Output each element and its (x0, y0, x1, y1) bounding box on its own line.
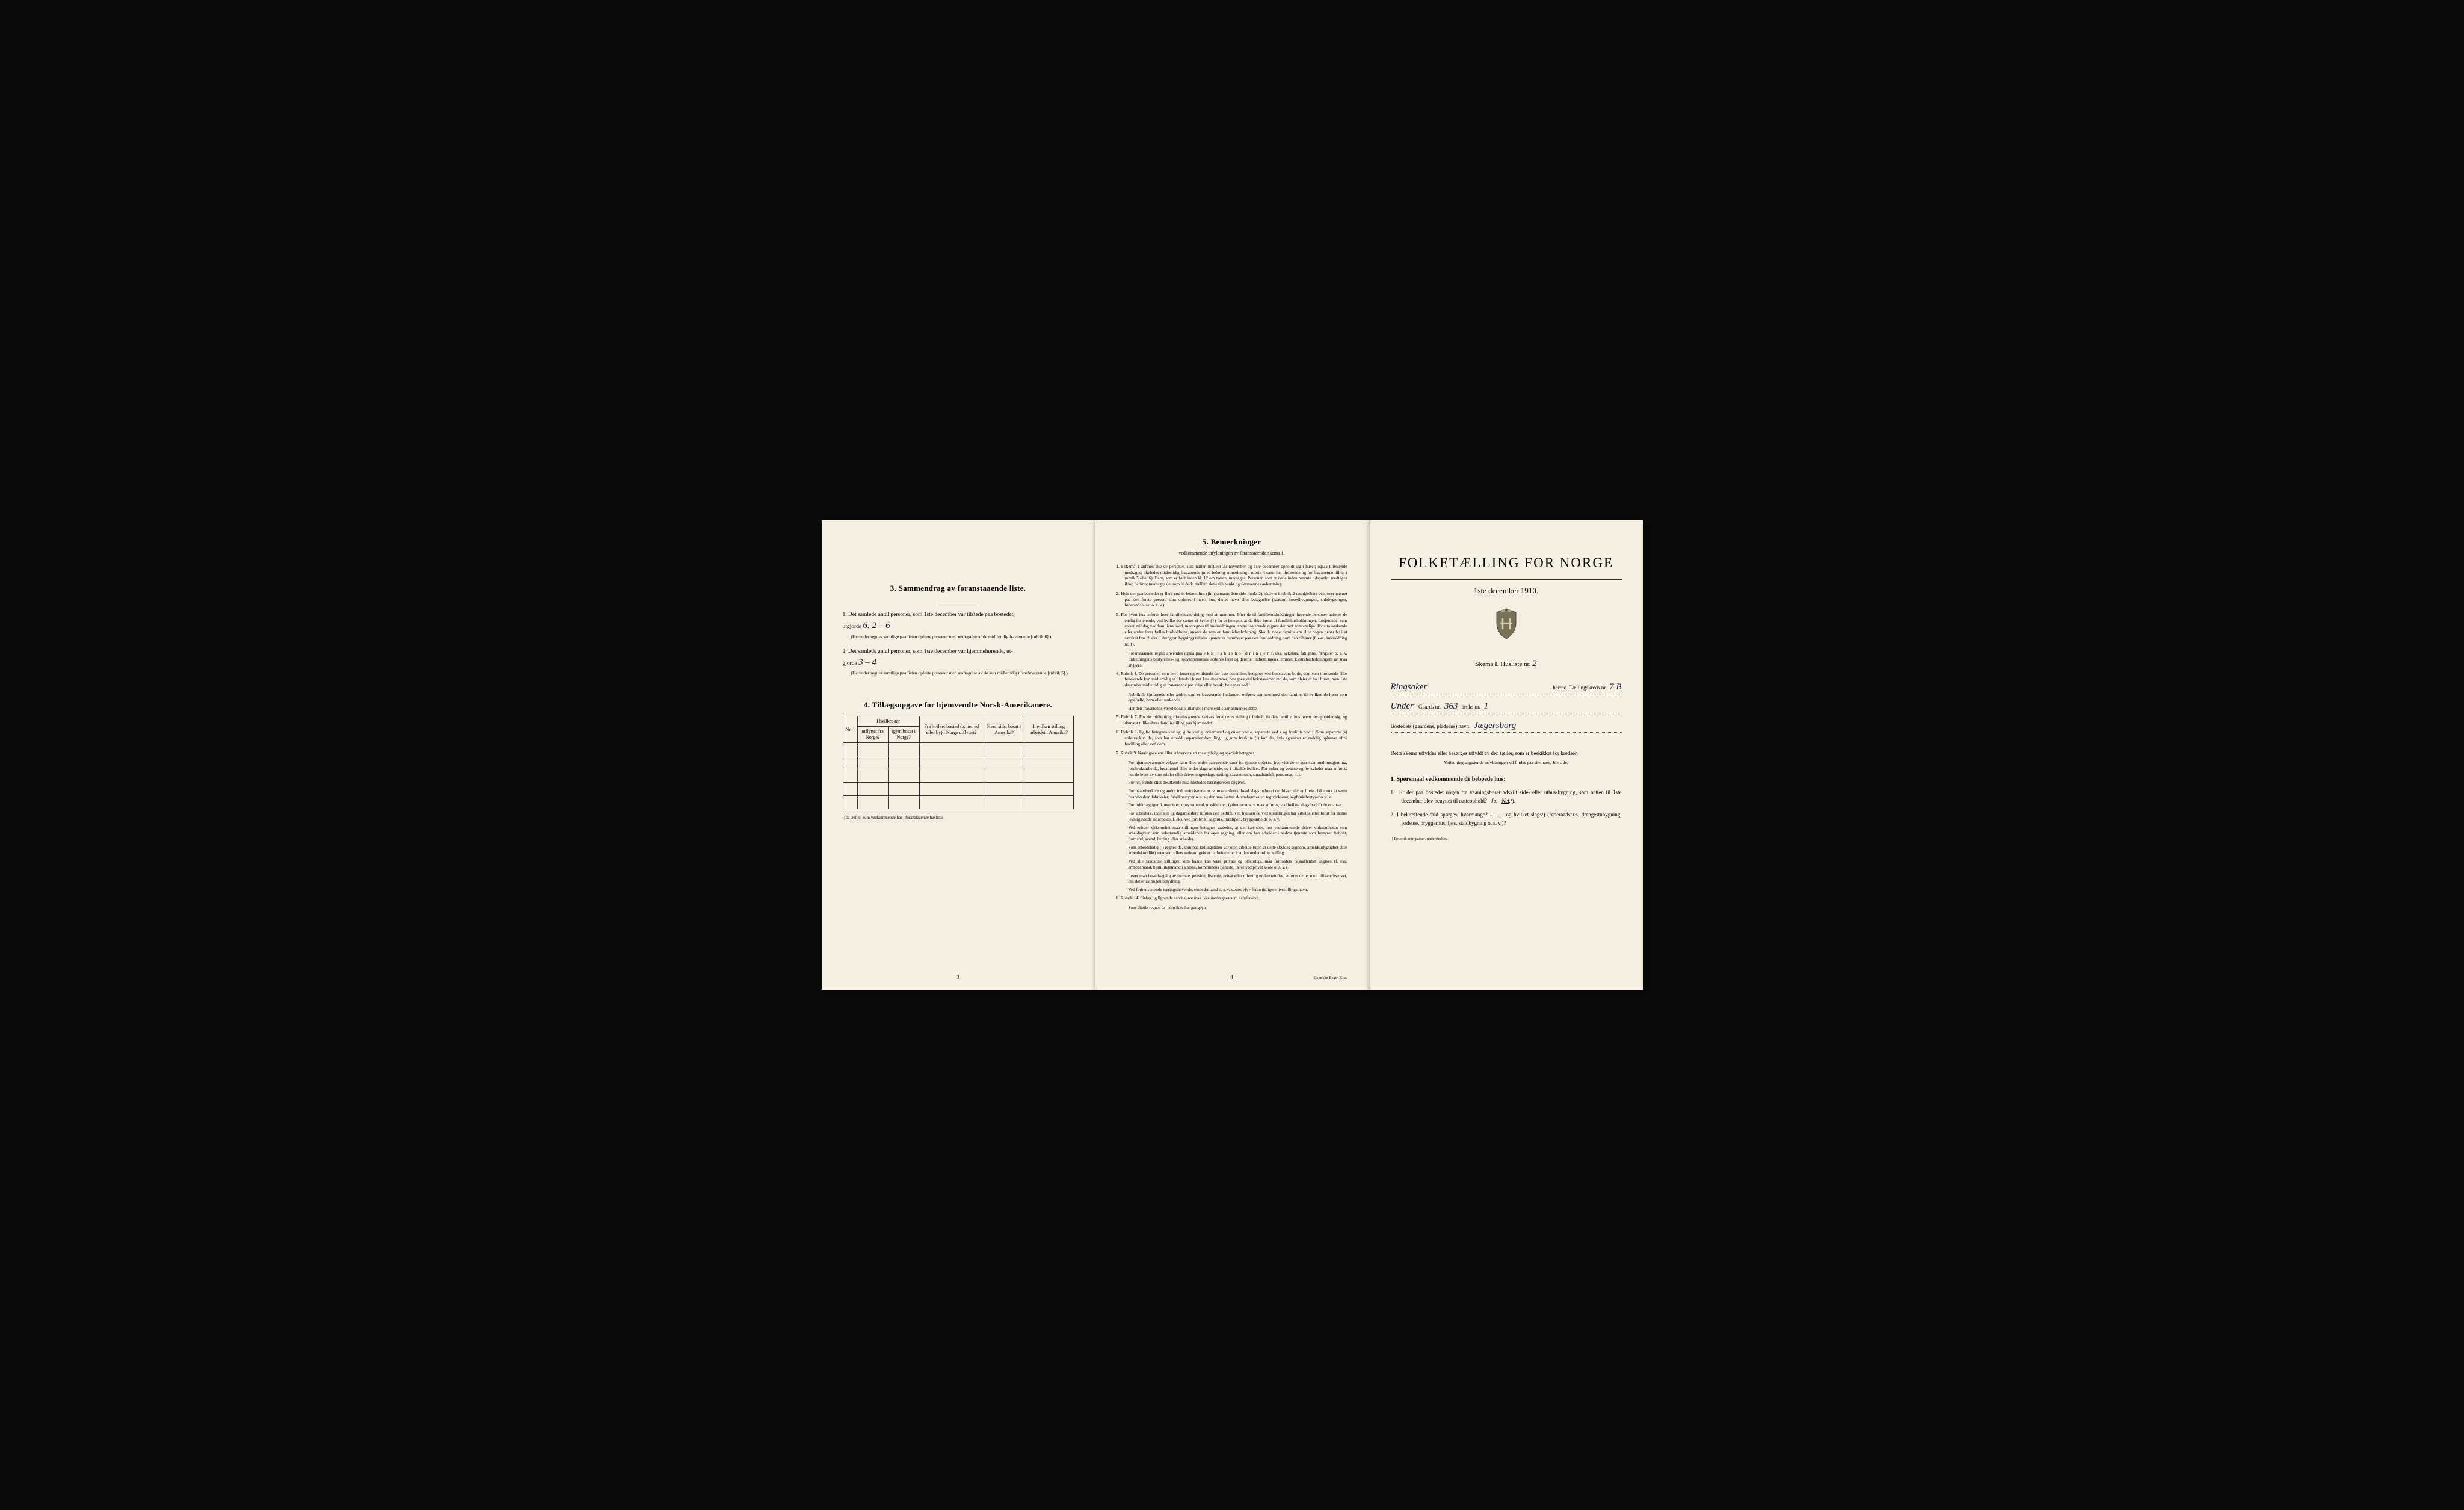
remark-7-sub1: For hjemmeværende voksne barn eller andr… (1116, 760, 1348, 778)
cover-footnote: ¹) Det ord, som passer, understrekes. (1391, 837, 1622, 841)
remark-7-sub6: Ved enhver virksomhet maa stillingen bet… (1116, 825, 1348, 843)
table-row (843, 743, 1073, 756)
remark-7-sub8: Ved alle saadanne stillinger, som baade … (1116, 859, 1348, 871)
section-4-title: 4. Tillægsopgave for hjemvendte Norsk-Am… (843, 700, 1074, 710)
remark-7-sub2: For losjerende eller besøkende maa likel… (1116, 780, 1348, 786)
remark-5: 5. Rubrik 7. For de midlertidig tilstede… (1116, 715, 1348, 726)
remark-7-sub10: Ved forhenværende næringsdrivende, embed… (1116, 887, 1348, 893)
col-year-group: I hvilket aar (857, 716, 919, 727)
filler-note: Dette skema utfyldes eller besørges utfy… (1391, 750, 1622, 757)
census-date: 1ste december 1910. (1391, 586, 1622, 596)
remark-4-sub1: Rubrik 6. Sjøfarende eller andre, som er… (1116, 692, 1348, 704)
bosted-line: Bostedets (gaardens, pladsens) navn Jæge… (1391, 721, 1622, 733)
table-row (843, 769, 1073, 783)
section-5-subtitle: vedkommende utfyldningen av foranstaaend… (1116, 550, 1348, 556)
col-sidst-bosat: Hvor sidst bosat i Amerika? (984, 716, 1024, 743)
remark-4-sub2: Har den fraværende været bosat i utlande… (1116, 706, 1348, 712)
page-number-3: 3 (956, 974, 959, 980)
answer-nei: Nei (1502, 798, 1509, 804)
page-1-cover: FOLKETÆLLING FOR NORGE 1ste december 191… (1369, 520, 1643, 990)
remark-7-sub5: For arbeidere, inderster og dagarbeidere… (1116, 811, 1348, 822)
remark-2: 2. Hvis der paa bostedet er flere end ét… (1116, 591, 1348, 609)
remark-7-sub9: Lever man hovedsagelig av formue, pensio… (1116, 874, 1348, 885)
remark-4: 4. Rubrik 4. De personer, som bor i huse… (1116, 671, 1348, 689)
col-nr: Nr.¹) (843, 716, 857, 743)
section-3-title: 3. Sammendrag av foranstaaende liste. (843, 584, 1074, 593)
summary-item-1: 1. Det samlede antal personer, som 1ste … (843, 611, 1074, 640)
table-footnote: ¹) ɔ: Det nr. som vedkommende har i fora… (843, 815, 1074, 820)
supplement-table: Nr.¹) I hvilket aar Fra hvilket bosted (… (843, 716, 1074, 809)
item1-note: (Herunder regnes samtlige paa listen opf… (843, 634, 1074, 640)
page-number-4: 4 (1230, 974, 1233, 980)
table-body (843, 743, 1073, 809)
remark-7-sub7: Som arbeidsledig (l) regnes de, som paa … (1116, 845, 1348, 857)
skema-line: Skema I. Husliste nr. 2 (1391, 659, 1622, 669)
section-5-title: 5. Bemerkninger (1116, 537, 1348, 547)
printer-mark: Steen'ske Bogtr. Kr.a. (1313, 976, 1347, 980)
col-utflyttet: utflyttet fra Norge? (857, 727, 888, 743)
page-4: 5. Bemerkninger vedkommende utfyldningen… (1095, 520, 1369, 990)
question-heading: 1. Spørsmaal vedkommende de beboede hus: (1391, 776, 1622, 783)
document-spread: 3. Sammendrag av foranstaaende liste. 1.… (822, 520, 1643, 990)
gaards-nr: 363 (1444, 701, 1458, 712)
coat-of-arms-icon (1391, 608, 1622, 643)
bruks-nr: 1 (1484, 701, 1489, 712)
item2-note: (Herunder regnes samtlige paa listen opf… (843, 670, 1074, 676)
summary-item-2: 2. Det samlede antal personer, som 1ste … (843, 647, 1074, 677)
remark-8: 8. Rubrik 14. Sinker og lignende aandssl… (1116, 896, 1348, 902)
table-row (843, 756, 1073, 769)
remark-8-sub: Som blinde regnes de, som ikke har gangs… (1116, 905, 1348, 911)
col-igjen-bosat: igjen bosat i Norge? (888, 727, 919, 743)
remarks-list: 1. I skema 1 anføres alle de personer, s… (1116, 564, 1348, 911)
remark-7-sub4: For fuldmægtiger, kontorister, opsynsmæn… (1116, 803, 1348, 809)
guidance-note: Veiledning angaaende utfyldningen vil fi… (1391, 760, 1622, 765)
title-rule (1391, 579, 1622, 580)
question-2: 2. I bekræftende fald spørges: hvormange… (1391, 811, 1622, 827)
herred-line: Ringsaker herred. Tællingskreds nr. 7 B (1391, 682, 1622, 694)
gaards-line: Under Gaards nr. 363 bruks nr. 1 (1391, 701, 1622, 713)
kreds-value: 7 B (1609, 682, 1621, 692)
remark-7: 7. Rubrik 9. Næringsveiens eller erhverv… (1116, 751, 1348, 757)
census-title: FOLKETÆLLING FOR NORGE (1391, 555, 1622, 571)
col-stilling: I hvilken stilling arbeidet i Amerika? (1024, 716, 1073, 743)
value-tilstede: 6. 2 – 6 (863, 621, 890, 630)
remark-3-sub: Foranstaaende regler anvendes ogsaa paa … (1116, 651, 1348, 668)
page-3: 3. Sammendrag av foranstaaende liste. 1.… (822, 520, 1095, 990)
bosted-value: Jægersborg (1474, 721, 1622, 731)
herred-value: Ringsaker (1391, 682, 1553, 692)
col-fra-bosted: Fra hvilket bosted (ɔ: herred eller by) … (919, 716, 984, 743)
remark-3: 3. For hvert hus anføres hver familiehus… (1116, 612, 1348, 647)
question-1: 1. Er der paa bostedet nogen fra vaaning… (1391, 789, 1622, 805)
table-row (843, 796, 1073, 809)
husliste-nr: 2 (1532, 659, 1537, 668)
remark-1: 1. I skema 1 anføres alle de personer, s… (1116, 564, 1348, 588)
value-hjemmehorende: 3 – 4 (858, 658, 876, 667)
remark-6: 6. Rubrik 8. Ugifte betegnes ved ug, gif… (1116, 730, 1348, 747)
table-row (843, 783, 1073, 796)
remark-7-sub3: For haandverkere og andre industridriven… (1116, 789, 1348, 800)
